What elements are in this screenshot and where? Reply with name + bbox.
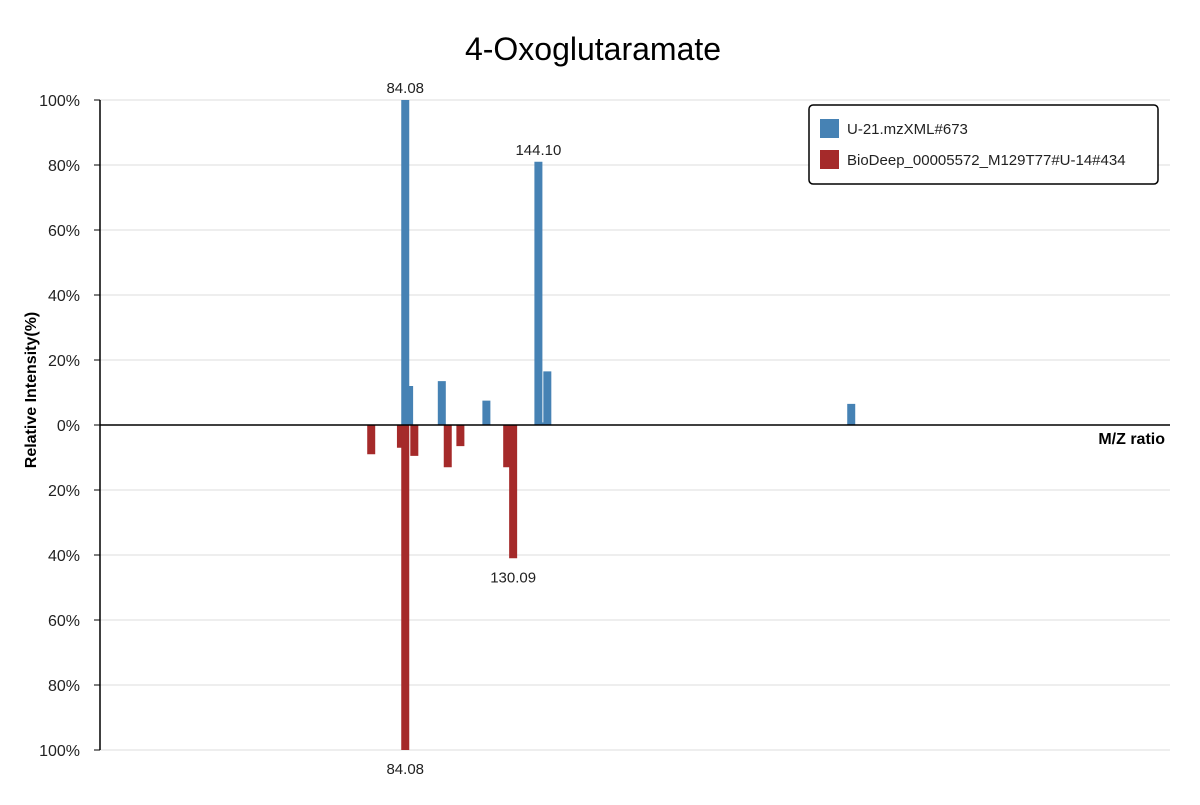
bar-series-1 <box>410 425 419 456</box>
y-tick-label: 80% <box>48 158 80 175</box>
bar-series-0 <box>534 161 543 425</box>
bar-series-1 <box>401 425 410 750</box>
bar-series-1 <box>509 425 518 559</box>
bar-series-1 <box>396 425 405 448</box>
legend-label-biodeep: BioDeep_00005572_M129T77#U-14#434 <box>847 152 1126 169</box>
y-tick-label: 40% <box>48 548 80 565</box>
bar-series-0 <box>401 100 410 425</box>
y-tick-label: 60% <box>48 223 80 240</box>
legend-box <box>808 104 1159 185</box>
bar-series-0 <box>543 371 552 425</box>
peak-label: 84.08 <box>386 80 424 97</box>
legend-label-u21: U-21.mzXML#673 <box>847 121 968 138</box>
x-axis-label: M/Z ratio <box>1098 431 1165 448</box>
y-tick-label: 0% <box>57 418 80 435</box>
y-tick-label: 80% <box>48 678 80 695</box>
peak-label: 144.10 <box>515 142 561 159</box>
y-tick-label: 60% <box>48 613 80 630</box>
bar-series-0 <box>847 403 856 425</box>
bar-series-1 <box>443 425 452 468</box>
grid-layer <box>100 99 1170 751</box>
bar-series-1 <box>367 425 376 455</box>
label-layer: 100% 80% 60% 40% 20% 0% 20% 40% 60% 80% 100% 84.08 1… <box>39 80 561 778</box>
bar-series-1 <box>503 425 512 468</box>
y-tick-label: 20% <box>48 483 80 500</box>
peak-label: 130.09 <box>490 569 536 586</box>
legend: U-21.mzXML#673 BioDeep_00005572_M129T77#… <box>808 104 1159 185</box>
y-tick-label: 40% <box>48 288 80 305</box>
bar-series-1 <box>456 425 465 447</box>
bar-series-0 <box>437 381 446 425</box>
bar-series-0 <box>405 386 414 425</box>
bar-layer <box>367 100 856 750</box>
axis-layer <box>94 99 1170 751</box>
legend-swatch-biodeep <box>820 150 839 169</box>
peak-label: 84.08 <box>386 761 424 778</box>
y-tick-label: 100% <box>39 93 80 110</box>
y-tick-label: 20% <box>48 353 80 370</box>
bar-series-0 <box>482 400 491 425</box>
y-tick-label: 100% <box>39 743 80 760</box>
chart-title: 4-Oxoglutaramate <box>465 31 721 67</box>
legend-swatch-u21 <box>820 119 839 138</box>
y-axis-label: Relative Intensity(%) <box>23 312 40 468</box>
